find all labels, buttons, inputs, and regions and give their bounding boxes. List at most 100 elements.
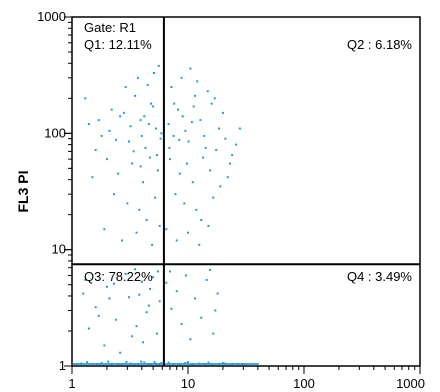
- data-point: [126, 202, 129, 205]
- data-point: [105, 285, 108, 288]
- data-point: [155, 127, 158, 130]
- data-point: [148, 156, 151, 159]
- data-point: [135, 325, 138, 328]
- data-point: [110, 108, 113, 111]
- data-point: [121, 239, 124, 242]
- data-point: [178, 172, 181, 175]
- data-point: [139, 165, 142, 168]
- data-point: [167, 361, 170, 364]
- data-point: [192, 105, 195, 108]
- data-point: [156, 270, 159, 273]
- data-point: [198, 243, 201, 246]
- data-point: [209, 169, 212, 172]
- data-point: [112, 193, 115, 196]
- data-point: [91, 176, 94, 179]
- data-point: [131, 335, 134, 338]
- data-point: [136, 76, 139, 79]
- y-tick-label: 1: [59, 358, 66, 373]
- data-point: [219, 185, 222, 188]
- data-point: [178, 138, 181, 141]
- data-point: [84, 278, 87, 281]
- data-point: [157, 64, 160, 67]
- data-point: [154, 196, 157, 199]
- data-point: [119, 115, 122, 118]
- data-point: [94, 148, 97, 151]
- data-point: [181, 115, 184, 118]
- data-point: [231, 154, 234, 157]
- data-point: [86, 361, 89, 364]
- data-point: [200, 316, 203, 319]
- data-point: [215, 148, 218, 151]
- data-point: [159, 137, 162, 140]
- plot-frame: [71, 16, 421, 367]
- data-point: [204, 146, 207, 149]
- data-point: [183, 202, 186, 205]
- x-tick-label: 10: [181, 376, 195, 391]
- data-point: [199, 119, 202, 122]
- data-point: [238, 127, 241, 130]
- data-point: [153, 72, 156, 75]
- data-point: [207, 224, 210, 227]
- data-point: [185, 162, 188, 165]
- quadrant-label-q4: Q4 : 3.49%: [347, 269, 412, 284]
- data-point: [213, 97, 216, 100]
- data-point: [158, 224, 161, 227]
- y-axis-label: FL3 PI: [15, 170, 31, 212]
- data-point: [107, 360, 110, 363]
- data-point: [103, 228, 106, 231]
- data-point: [168, 146, 171, 149]
- data-point: [151, 243, 154, 246]
- data-point: [115, 138, 118, 141]
- data-point: [217, 127, 220, 130]
- data-point: [124, 86, 127, 89]
- data-point: [97, 314, 100, 317]
- data-point: [212, 332, 215, 335]
- data-point: [184, 129, 187, 132]
- data-point: [117, 172, 120, 175]
- data-point: [216, 292, 219, 295]
- data-point: [139, 119, 142, 122]
- data-point: [108, 297, 111, 300]
- data-point: [194, 94, 197, 97]
- quadrant-label-q1: Q1: 12.11%: [84, 37, 152, 52]
- data-point: [189, 338, 192, 341]
- data-point: [235, 143, 238, 146]
- data-point: [212, 196, 215, 199]
- quadrant-label-q3: Q3: 78.22%: [84, 269, 153, 284]
- data-point: [142, 341, 145, 344]
- data-point: [87, 327, 90, 330]
- x-tick-label: 100: [293, 376, 315, 391]
- data-point: [138, 208, 141, 211]
- data-point: [127, 140, 130, 143]
- data-point: [131, 162, 134, 165]
- data-point: [155, 154, 158, 157]
- data-point: [174, 193, 177, 196]
- data-point: [94, 306, 97, 309]
- data-point: [84, 97, 87, 100]
- data-point: [115, 318, 118, 321]
- data-point: [122, 111, 125, 114]
- data-point: [189, 67, 192, 70]
- data-point: [196, 80, 199, 83]
- data-point: [207, 361, 210, 364]
- data-point: [170, 86, 173, 89]
- data-points: [73, 64, 259, 365]
- data-point: [175, 290, 178, 293]
- data-point: [169, 270, 172, 273]
- data-point: [127, 296, 130, 299]
- data-point: [135, 231, 138, 234]
- data-point: [152, 276, 155, 279]
- axes: [71, 16, 421, 367]
- data-point: [153, 361, 156, 364]
- y-tick-label: 100: [44, 125, 66, 140]
- data-point: [226, 176, 229, 179]
- gate-label: Gate: R1: [84, 20, 136, 35]
- data-point: [177, 108, 180, 111]
- data-point: [152, 105, 155, 108]
- data-point: [167, 123, 170, 126]
- baseline-events: [73, 363, 259, 365]
- data-point: [134, 268, 137, 271]
- data-point: [146, 84, 149, 87]
- data-point: [134, 94, 137, 97]
